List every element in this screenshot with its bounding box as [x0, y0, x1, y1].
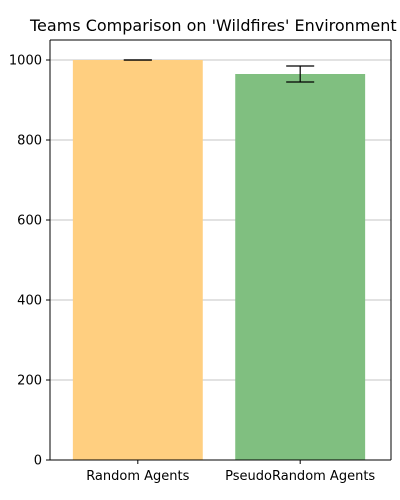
y-ticks: 0 200 400 600 800 1000	[9, 54, 50, 469]
y-tick-label: 800	[17, 134, 42, 149]
x-ticks: Random Agents PseudoRandom Agents	[86, 460, 375, 484]
y-tick-label: 1000	[9, 54, 42, 69]
x-tick-label: Random Agents	[86, 469, 189, 484]
y-tick-label: 0	[34, 454, 42, 469]
y-tick-label: 600	[17, 214, 42, 229]
bar	[235, 74, 366, 460]
axes	[49, 39, 392, 461]
bars	[72, 60, 366, 460]
x-tick-label: PseudoRandom Agents	[225, 469, 375, 484]
y-tick-label: 200	[17, 374, 42, 389]
error-bars	[123, 59, 315, 83]
chart-title: Teams Comparison on 'Wildfires' Environm…	[29, 16, 397, 35]
y-tick-label: 400	[17, 294, 42, 309]
bar	[72, 60, 203, 460]
